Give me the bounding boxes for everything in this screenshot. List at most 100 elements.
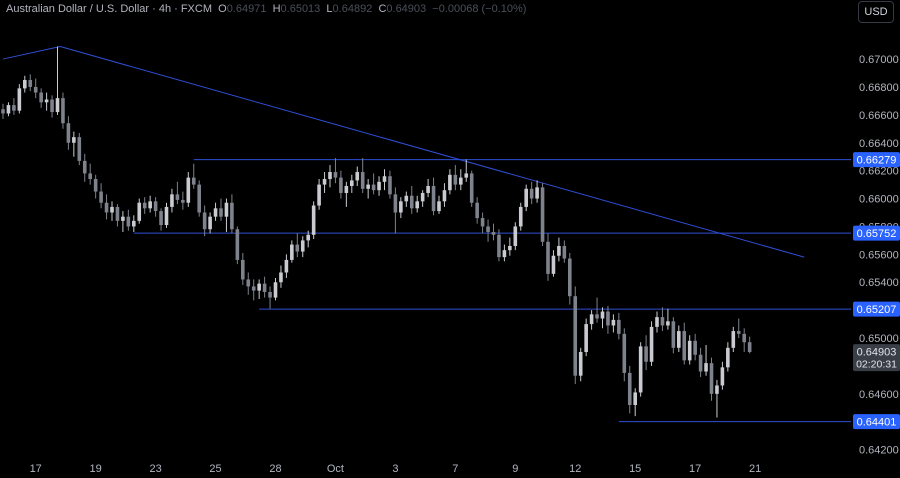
y-tick-label: 0.67000 (859, 54, 899, 66)
candle-body (497, 234, 501, 258)
candle-body (687, 340, 692, 361)
candle-body (339, 177, 343, 193)
candle-body (611, 319, 616, 326)
high-value: 0.65013 (280, 3, 321, 15)
candle-body (573, 296, 578, 376)
candle-body (747, 342, 752, 352)
candle-body (295, 244, 300, 252)
candle-body (551, 255, 556, 274)
y-tick-label: 0.65600 (859, 249, 899, 261)
candle-body (17, 88, 22, 111)
candle-body (164, 206, 169, 226)
candle-body (513, 226, 518, 246)
candle-body (633, 392, 637, 405)
candle-body (322, 179, 327, 185)
candle-body (660, 317, 665, 326)
candle-body (627, 372, 632, 405)
y-tick-label: 0.64200 (859, 445, 899, 457)
candle-body (480, 218, 485, 227)
low-label: L (326, 3, 333, 15)
candle-body (715, 385, 719, 394)
candle-body (644, 346, 648, 362)
candle-body (317, 184, 321, 206)
candle-body (311, 205, 316, 235)
candle-body (431, 185, 436, 212)
candle-body (584, 324, 588, 352)
candle-body (682, 331, 687, 361)
candle-body (529, 188, 534, 199)
currency-button[interactable]: USD (858, 1, 894, 23)
close-value: 0.64903 (386, 3, 427, 15)
change-value: −0.00068 (−0.10%) (432, 3, 527, 15)
high-label: H (272, 3, 281, 15)
y-tick-label: 0.66800 (859, 82, 899, 94)
candle-body (671, 321, 676, 348)
candle-body (518, 206, 523, 227)
x-tick-label: Oct (327, 463, 344, 475)
close-label: C (378, 3, 387, 15)
candle-body (137, 202, 142, 221)
candle-body (88, 173, 92, 180)
candle-body (279, 272, 283, 283)
level-price-label: 0.64401 (857, 417, 897, 429)
candle-body (104, 202, 109, 213)
candle-body (235, 229, 240, 260)
candle-body (115, 206, 120, 221)
x-tick-label: 7 (452, 463, 458, 475)
candle-body (426, 185, 430, 193)
candle-body (415, 201, 419, 209)
candle-body (33, 86, 38, 93)
candle-body (595, 314, 599, 319)
candle-body (568, 258, 572, 297)
candle-body (126, 216, 131, 227)
trendline-1 (60, 46, 805, 258)
candle-body (666, 321, 670, 326)
candle-body (219, 208, 223, 217)
candle-body (469, 173, 474, 203)
candle-body (284, 259, 289, 273)
level-price-label: 0.66279 (857, 155, 897, 167)
level-price-label: 0.65207 (857, 304, 897, 316)
candle-body (170, 194, 174, 207)
x-tick-label: 17 (689, 463, 701, 475)
level-price-tag (853, 152, 900, 168)
candle-body (399, 201, 403, 213)
x-tick-label: 19 (90, 463, 102, 475)
candle-body (409, 195, 414, 209)
candle-body (731, 331, 736, 348)
candle-body (50, 99, 54, 113)
candle-body (622, 333, 627, 373)
candle-body (491, 232, 496, 235)
open-label: O (218, 3, 227, 15)
x-tick-label: 3 (392, 463, 398, 475)
x-tick-label: 17 (30, 463, 42, 475)
candle-body (197, 184, 201, 213)
candle-body (77, 137, 82, 161)
candle-body (241, 259, 245, 280)
open-value: 0.64971 (226, 3, 267, 15)
candle-body (12, 105, 16, 111)
candle-body (677, 331, 681, 348)
candle-body (132, 220, 136, 227)
candle-body (66, 123, 71, 143)
candle-body (273, 282, 278, 298)
candle-body (606, 311, 610, 326)
candle-body (93, 179, 98, 192)
candle-body (382, 176, 387, 182)
candle-body (442, 190, 447, 202)
candle-body (459, 177, 463, 185)
last-price-label: 0.64903 (857, 347, 897, 359)
candle-body (540, 187, 545, 242)
candle-body (600, 311, 605, 319)
x-tick-label: 9 (512, 463, 518, 475)
candle-body (704, 363, 708, 372)
candle-body (508, 245, 512, 251)
candle-body (535, 187, 539, 199)
candle-body (742, 333, 746, 343)
level-price-tag (853, 225, 900, 241)
candle-body (202, 212, 207, 230)
candle-body (224, 202, 229, 217)
candle-body (230, 202, 234, 230)
candle-body (121, 216, 125, 221)
